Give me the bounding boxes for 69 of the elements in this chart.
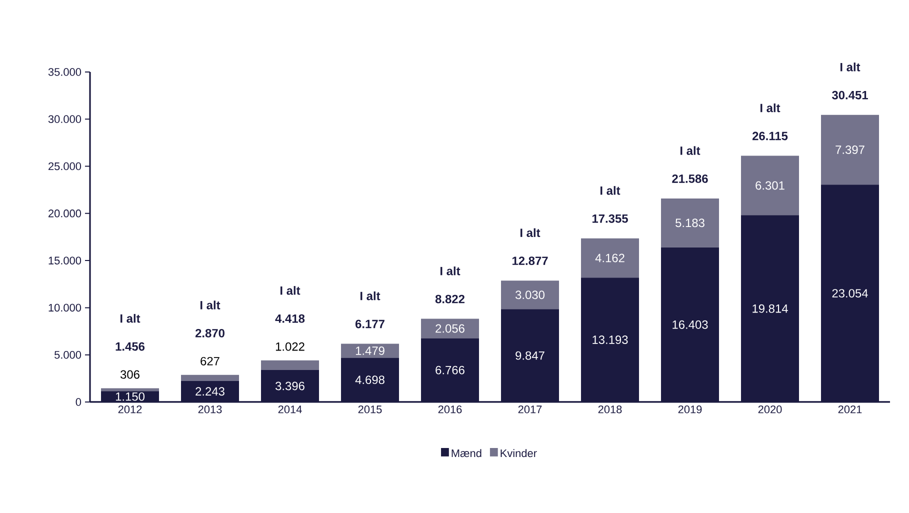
data-label: 23.054 [832,289,868,298]
bar [261,360,320,370]
total-label: 2.870 [195,328,224,338]
data-label: 5.183 [676,218,704,228]
bar [341,344,400,358]
data-label: 306 [120,370,140,379]
bar [421,318,480,338]
data-label: 13.193 [592,336,628,344]
x-tick-label: 2013 [198,406,222,414]
annotation: I alt [520,228,540,238]
total-label: 6.177 [355,320,384,328]
x-tick-label: 2021 [838,406,862,414]
bar [741,156,800,216]
total-label: 8.822 [435,294,464,304]
annotation: I alt [760,103,780,112]
x-tick-label: 2019 [678,406,702,414]
x-tick-label: 2015 [358,406,382,414]
x-tick-label: 2014 [278,406,302,414]
total-label: 30.451 [832,90,868,100]
data-label: 7.397 [836,146,864,154]
y-tick-label: 20.000 [48,210,82,218]
data-label: 627 [200,356,220,366]
data-label: 6.301 [756,181,784,190]
bar [501,280,560,310]
data-label: 9.847 [516,351,544,360]
data-label: 4.698 [355,376,384,384]
x-tick-label: 2018 [598,406,622,414]
total-label: 4.418 [275,314,305,323]
bar [661,198,720,248]
x-tick-label: 2012 [118,406,142,414]
annotation: I alt [120,314,140,323]
total-label: 17.355 [592,214,628,223]
annotation: I alt [440,266,460,276]
annotation: I alt [680,146,700,155]
data-label: 1.022 [276,342,304,351]
total-label: 26.115 [752,132,788,140]
y-tick-label: 35.000 [48,68,82,76]
y-tick-label: 15.000 [48,256,82,264]
data-label: 2.243 [196,387,224,396]
bar [581,238,640,278]
annotation: I alt [280,286,300,295]
data-label: 1.150 [116,392,145,401]
y-tick-label: 5.000 [54,350,82,359]
annotation: I alt [200,300,220,310]
legend-label: Mænd [452,449,482,458]
y-tick-label: 25.000 [48,162,82,170]
data-label: 3.030 [516,290,544,300]
annotation: I alt [360,291,380,300]
x-tick-label: 2016 [438,406,462,414]
x-tick-label: 2017 [518,406,542,414]
data-label: 1.479 [356,346,384,355]
data-label: 2.056 [436,324,464,333]
total-label: 1.456 [116,342,145,351]
y-tick-label: 10.000 [48,304,82,312]
total-label: 12.877 [512,256,548,266]
y-tick-label: 30.000 [48,115,82,124]
data-label: 6.766 [436,366,464,374]
legend-label: Kvinder [500,449,537,458]
data-label: 3.396 [276,382,304,390]
y-tick-label: 0 [76,398,82,406]
total-label: 21.586 [672,174,708,183]
bar [821,114,880,185]
text: I alt [840,62,860,72]
data-label: 19.814 [752,304,788,313]
annotation: I alt [600,186,620,195]
data-label: 4.162 [595,254,624,262]
data-label: 16.403 [672,320,708,329]
bar [181,374,240,381]
x-tick-label: 2020 [758,406,782,414]
